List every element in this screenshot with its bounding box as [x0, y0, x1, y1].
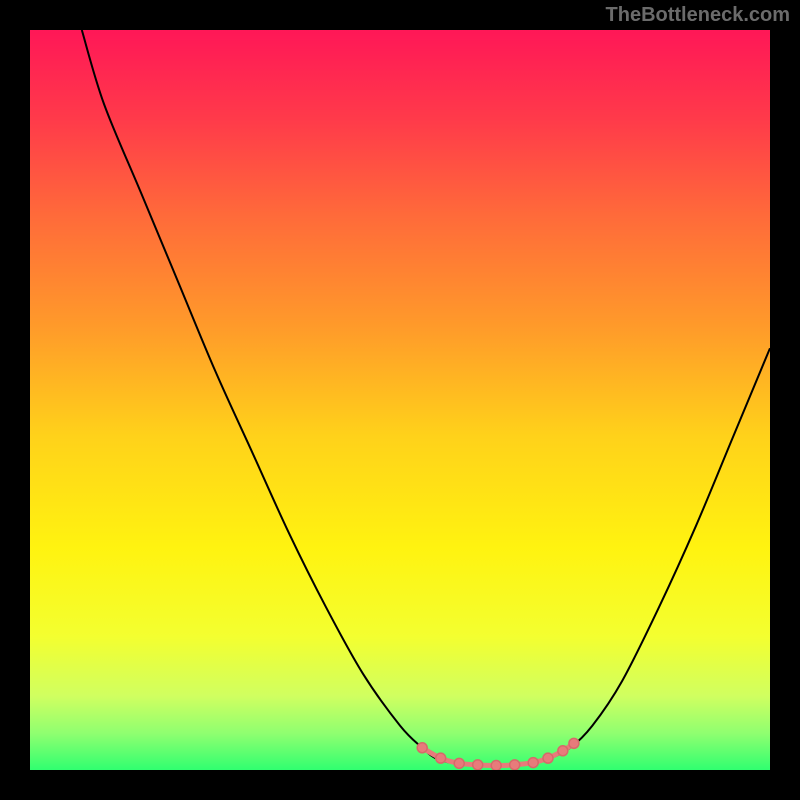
- bottom-marker-dot: [491, 761, 501, 770]
- bottleneck-curve: [30, 30, 770, 770]
- bottom-marker-dot: [454, 758, 464, 768]
- plot-area: [30, 30, 770, 770]
- bottom-marker-dot: [543, 753, 553, 763]
- bottom-marker-dot: [558, 746, 568, 756]
- bottom-marker-dot: [436, 753, 446, 763]
- bottom-marker-dot: [569, 738, 579, 748]
- bottom-marker-dot: [473, 760, 483, 770]
- bottom-marker-dot: [417, 743, 427, 753]
- curve-path: [82, 30, 770, 766]
- bottom-marker-dot: [528, 758, 538, 768]
- watermark-text: TheBottleneck.com: [606, 4, 790, 27]
- bottom-marker-dot: [510, 760, 520, 770]
